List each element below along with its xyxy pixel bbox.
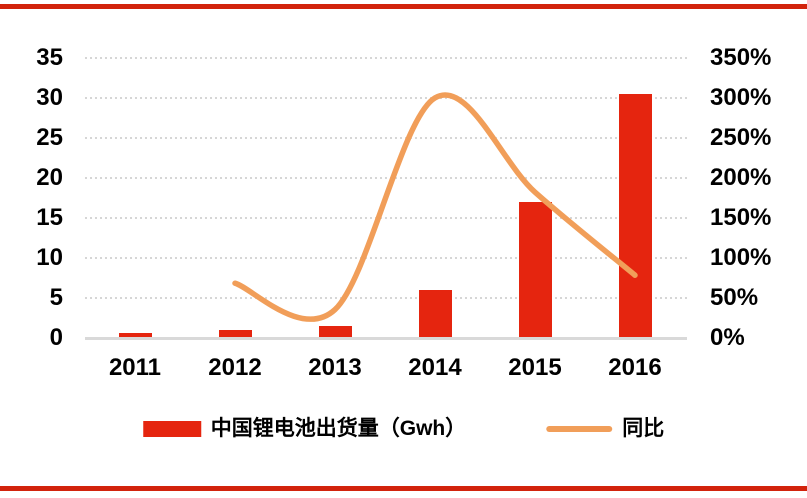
legend-line-swatch <box>546 426 613 432</box>
top-rule <box>0 4 807 9</box>
legend-label-shipments: 中国锂电池出货量（Gwh） <box>210 417 467 440</box>
y-axis-left-tick: 5 <box>49 283 63 311</box>
gridline <box>85 136 687 139</box>
y-axis-left-tick: 0 <box>49 323 63 351</box>
y-axis-left-tick: 10 <box>36 243 63 271</box>
y-axis-right-tick: 250% <box>710 123 772 151</box>
x-axis-label-2012: 2012 <box>208 354 262 381</box>
y-axis-right-tick: 0% <box>710 323 745 351</box>
gridline <box>85 256 687 259</box>
yoy-line <box>232 92 638 322</box>
y-axis-left-tick: 15 <box>36 203 63 231</box>
x-axis-line <box>85 336 687 340</box>
bar-2015 <box>518 201 552 338</box>
bar-2014 <box>418 290 452 338</box>
x-axis-label-2014: 2014 <box>408 354 462 381</box>
legend-bar-swatch <box>142 421 201 437</box>
y-axis-right-tick: 200% <box>710 163 772 191</box>
gridline <box>85 176 687 179</box>
y-axis-right-tick: 100% <box>710 243 772 271</box>
bar-2013 <box>318 325 352 338</box>
legend-label-yoy: 同比 <box>622 417 665 440</box>
y-axis-left-tick: 20 <box>36 163 63 191</box>
bar-2011 <box>118 332 152 338</box>
gridline <box>85 216 687 219</box>
legend-item-shipments: 中国锂电池出货量（Gwh） <box>142 416 467 442</box>
y-axis-right-tick: 150% <box>710 203 772 231</box>
y-axis-right-tick: 350% <box>710 44 772 71</box>
x-axis-label-2015: 2015 <box>508 354 562 381</box>
x-axis-label-2011: 2011 <box>108 354 162 381</box>
gridline <box>85 296 687 299</box>
bar-2012 <box>218 329 252 338</box>
legend-item-yoy: 同比 <box>546 416 664 442</box>
bar-2016 <box>618 93 652 338</box>
y-axis-left-tick: 25 <box>36 123 63 151</box>
y-axis-left-tick: 30 <box>36 83 63 111</box>
gridline <box>85 57 687 59</box>
y-axis-left-tick: 35 <box>36 44 63 71</box>
bottom-rule <box>0 486 807 491</box>
x-axis-label-2013: 2013 <box>308 354 362 381</box>
y-axis-right-tick: 50% <box>710 283 759 311</box>
x-axis-label-2016: 2016 <box>608 354 662 381</box>
y-axis-right-tick: 300% <box>710 83 772 111</box>
legend: 中国锂电池出货量（Gwh） 同比 <box>142 416 664 442</box>
gridline <box>85 96 687 99</box>
